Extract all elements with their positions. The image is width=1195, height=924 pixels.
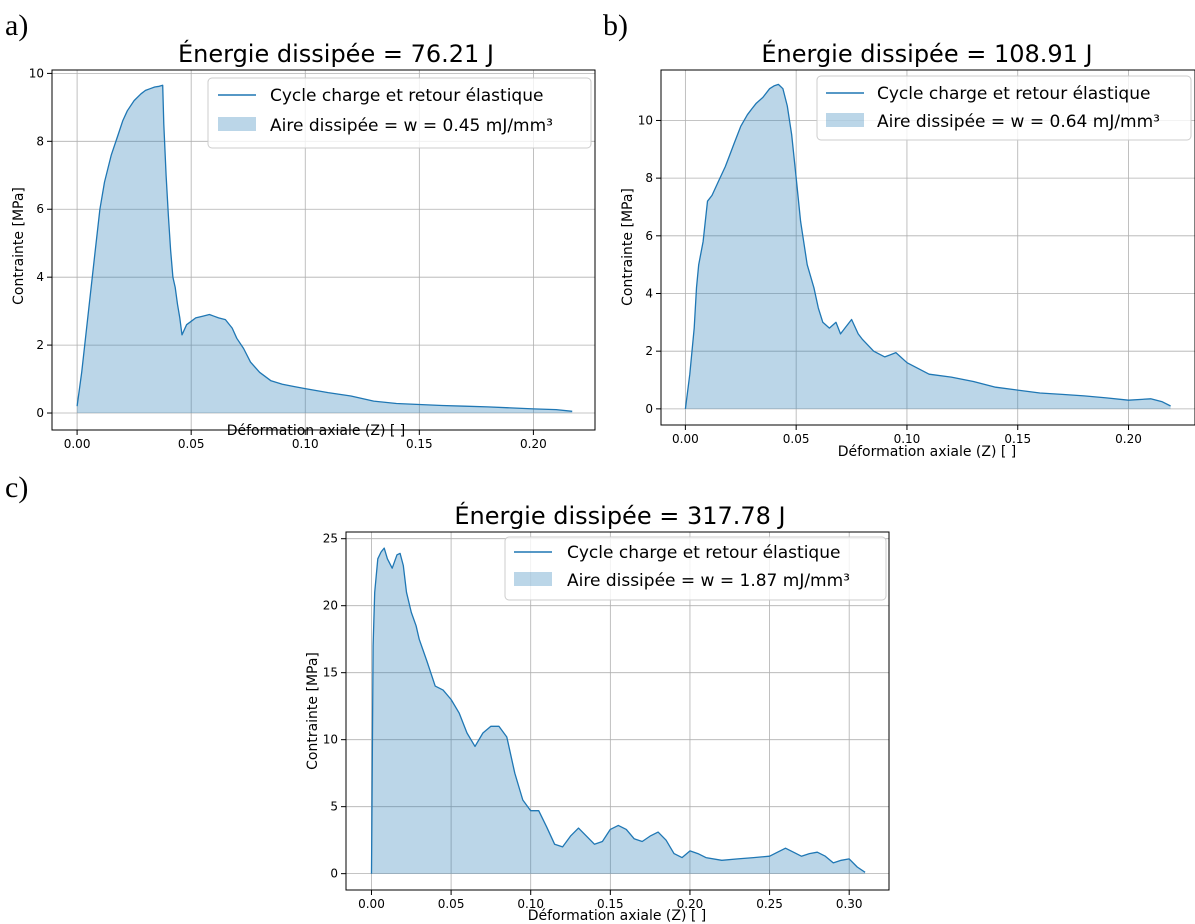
legend-label-fill: Aire dissipée = w = 0.64 mJ/mm³ xyxy=(877,112,1160,132)
x-tick-label: 0.20 xyxy=(520,437,547,451)
y-tick-label: 2 xyxy=(645,344,653,358)
legend-label-line: Cycle charge et retour élastique xyxy=(270,86,543,106)
dissipated-area-fill xyxy=(685,84,1171,409)
y-tick-label: 0 xyxy=(330,867,338,881)
x-tick-label: 0.15 xyxy=(597,897,624,911)
legend-fill-swatch xyxy=(514,572,552,586)
x-tick-label: 0.00 xyxy=(672,432,699,446)
chart-title: Énergie dissipée = 317.78 J xyxy=(454,501,785,530)
legend: Cycle charge et retour élastique Aire di… xyxy=(504,536,887,601)
y-tick-label: 6 xyxy=(645,229,653,243)
axes-frame xyxy=(51,69,596,431)
y-tick-label: 6 xyxy=(36,202,44,216)
legend-label-line: Cycle charge et retour élastique xyxy=(877,84,1150,104)
legend-label-line: Cycle charge et retour élastique xyxy=(567,543,840,563)
stress-strain-curve xyxy=(370,547,866,874)
x-tick-label: 0.20 xyxy=(1115,432,1142,446)
x-tick-label: 0.05 xyxy=(178,437,205,451)
dissipated-area-fill xyxy=(77,85,573,414)
y-tick-label: 4 xyxy=(36,270,44,284)
y-tick-label: 20 xyxy=(323,599,338,613)
panel-label-a: a) xyxy=(5,9,28,42)
y-tick-label: 25 xyxy=(323,532,338,546)
plot-area: 0.00 0.05 0.10 0.15 0.20 0 2 4 6 8 10 xyxy=(29,66,596,451)
y-tick-label: 8 xyxy=(36,134,44,148)
x-tick-label: 0.20 xyxy=(677,897,704,911)
dissipated-area-fill xyxy=(371,548,866,874)
x-tick-label: 0.15 xyxy=(406,437,433,451)
x-tick-label: 0.10 xyxy=(292,437,319,451)
legend: Cycle charge et retour élastique Aire di… xyxy=(207,77,592,149)
y-tick-label: 8 xyxy=(645,171,653,185)
legend-box xyxy=(816,75,1192,141)
x-axis-label: Déformation axiale (Z) [ ] xyxy=(528,908,707,924)
x-tick-label: 0.15 xyxy=(1004,432,1031,446)
y-axis-label: Contrainte [MPa] xyxy=(305,652,321,770)
legend: Cycle charge et retour élastique Aire di… xyxy=(816,75,1192,141)
y-tick-label: 10 xyxy=(323,733,338,747)
panel-label-c: c) xyxy=(5,471,28,504)
axes-frame xyxy=(345,531,890,891)
chart-panel-a: Énergie dissipée = 76.21 J 0.00 0.05 0.10 0… xyxy=(11,39,596,451)
x-tick-label: 0.05 xyxy=(783,432,810,446)
y-tick-label: 0 xyxy=(36,406,44,420)
y-tick-label: 10 xyxy=(638,113,653,127)
axes-frame xyxy=(660,69,1195,426)
stress-strain-curve xyxy=(684,83,1171,409)
stress-strain-curve xyxy=(76,84,573,412)
chart-panel-c: Énergie dissipée = 317.78 J 0.00 0.05 0.10… xyxy=(305,501,890,924)
legend-box xyxy=(207,77,592,149)
x-tick-label: 0.00 xyxy=(358,897,385,911)
x-axis-label: Déformation axiale (Z) [ ] xyxy=(227,423,406,439)
x-tick-label: 0.00 xyxy=(64,437,91,451)
x-tick-label: 0.30 xyxy=(836,897,863,911)
legend-fill-swatch xyxy=(218,117,256,131)
legend-fill-swatch xyxy=(826,113,864,127)
panel-label-b: b) xyxy=(603,9,628,42)
y-axis-label: Contrainte [MPa] xyxy=(11,187,27,305)
chart-title: Énergie dissipée = 108.91 J xyxy=(761,39,1092,68)
y-tick-label: 2 xyxy=(36,338,44,352)
chart-title: Énergie dissipée = 76.21 J xyxy=(178,39,494,68)
chart-panel-b: Énergie dissipée = 108.91 J 0.00 0.05 0.10… xyxy=(620,39,1195,460)
y-tick-label: 0 xyxy=(645,402,653,416)
legend-label-fill: Aire dissipée = w = 1.87 mJ/mm³ xyxy=(567,571,850,591)
y-tick-label: 10 xyxy=(29,66,44,80)
y-tick-label: 5 xyxy=(330,800,338,814)
x-tick-label: 0.10 xyxy=(517,897,544,911)
y-tick-label: 15 xyxy=(323,666,338,680)
legend-box xyxy=(504,536,887,601)
x-tick-label: 0.10 xyxy=(894,432,921,446)
y-axis-label: Contrainte [MPa] xyxy=(620,188,636,306)
plot-area: 0.00 0.05 0.10 0.15 0.20 0 2 4 6 8 10 xyxy=(638,69,1195,446)
y-tick-label: 4 xyxy=(645,286,653,300)
legend-label-fill: Aire dissipée = w = 0.45 mJ/mm³ xyxy=(270,116,553,136)
x-tick-label: 0.25 xyxy=(756,897,783,911)
x-axis-label: Déformation axiale (Z) [ ] xyxy=(838,444,1017,460)
x-tick-label: 0.05 xyxy=(438,897,465,911)
